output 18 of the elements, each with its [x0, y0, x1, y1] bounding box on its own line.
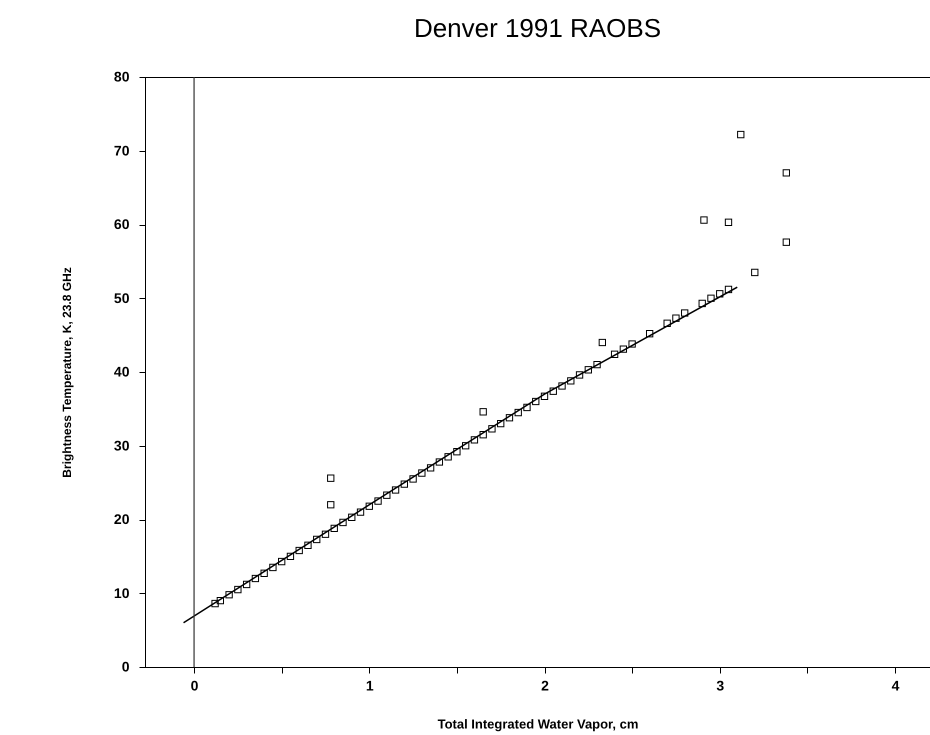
- x-tick-label: 0: [190, 678, 199, 694]
- line-series: [182, 286, 738, 624]
- y-tick-label: 70: [114, 142, 130, 158]
- x-tick-label: 4: [892, 678, 900, 694]
- y-tick-label: 60: [114, 216, 130, 232]
- y-tick-label: 10: [114, 584, 130, 601]
- y-tick-label: 30: [114, 437, 130, 454]
- x-axis-title: Total Integrated Water Vapor, cm: [438, 716, 638, 732]
- y-tick-label: 80: [114, 68, 130, 84]
- x-tick-label: 3: [716, 678, 724, 694]
- y-axis-title: Brightness Temperature, K, 23.8 GHz: [60, 267, 74, 478]
- x-tick-label: 2: [541, 678, 550, 694]
- x-tick-label: 1: [366, 678, 374, 694]
- y-tick-label: 20: [114, 511, 130, 527]
- y-tick-label: 40: [114, 364, 130, 380]
- y-tick-label: 0: [122, 658, 130, 674]
- y-tick-label: 50: [114, 290, 130, 306]
- chart-title: Denver 1991 RAOBS: [414, 13, 662, 43]
